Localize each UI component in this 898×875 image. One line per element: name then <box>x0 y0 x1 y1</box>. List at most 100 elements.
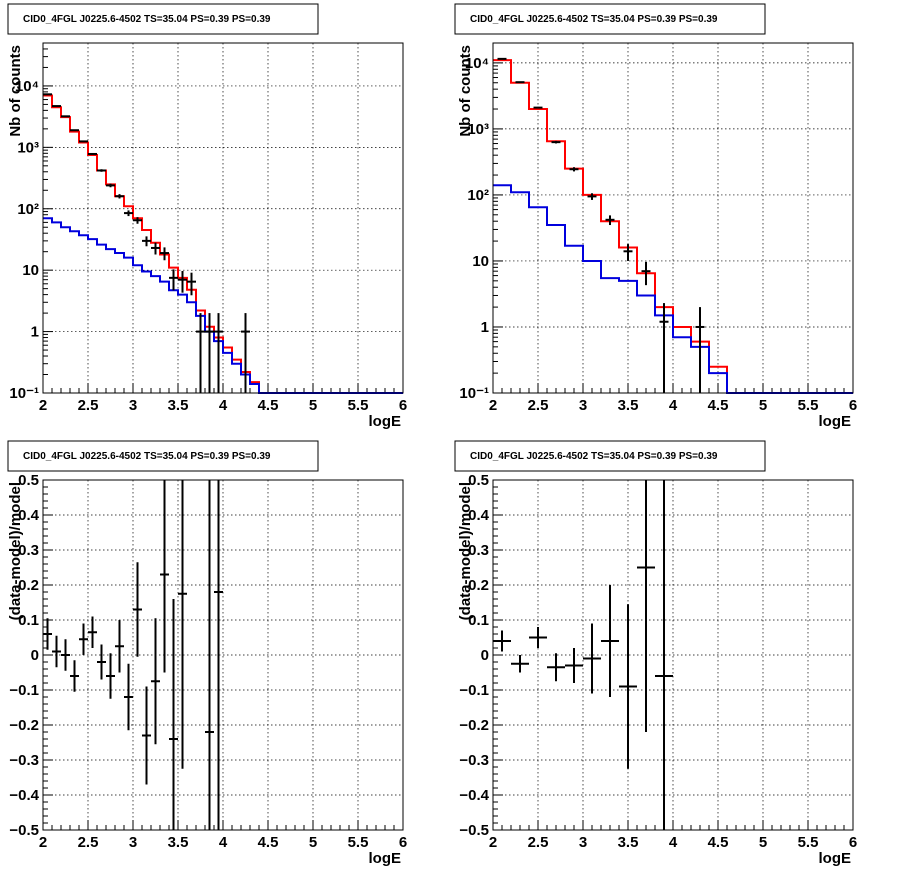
y-tick-label: −0.4 <box>9 787 39 804</box>
data-point <box>659 303 669 393</box>
y-tick-label: 0.1 <box>468 612 489 629</box>
x-tick-label: 2.5 <box>78 397 99 414</box>
y-tick-label: 0.3 <box>18 542 39 559</box>
data-point <box>115 620 124 673</box>
data-point <box>151 242 160 255</box>
data-point <box>133 217 142 224</box>
data-point <box>655 480 673 830</box>
data-point <box>205 313 214 393</box>
plot-frame <box>42 42 404 394</box>
x-tick-label: 5.5 <box>348 834 369 851</box>
y-tick-label: 0.4 <box>18 507 40 524</box>
y-axis-label: (data-model)/model <box>7 482 24 620</box>
plot-frame <box>492 42 854 394</box>
x-tick-label: 3 <box>579 397 587 414</box>
data-point <box>142 236 151 247</box>
y-axis-label: (data-model)/model <box>457 482 474 620</box>
data-point <box>124 663 133 731</box>
data-point <box>52 635 61 668</box>
data-point <box>43 618 52 650</box>
panel-spectrum-left: 2 2.5 3 3.5 4 4.5 5 5.5 6 10⁻¹ 1 10 10² 10³ 10⁴ logE Nb … <box>7 3 407 430</box>
data-point <box>637 480 655 732</box>
y-tick-label: −0.3 <box>9 752 39 769</box>
y-tick-label: 10⁴ <box>15 78 39 95</box>
x-tick-label: 4 <box>219 397 228 414</box>
x-tick-label: 3 <box>129 397 137 414</box>
x-tick-label: 2.5 <box>528 834 549 851</box>
x-tick-label: 4.5 <box>708 397 729 414</box>
x-tick-label: 3.5 <box>618 834 639 851</box>
data-point <box>695 307 705 393</box>
y-tick-label: −0.1 <box>459 682 489 699</box>
title-frame <box>7 3 319 35</box>
y-tick-label: −0.2 <box>459 717 489 734</box>
x-axis-label: logE <box>819 850 852 867</box>
y-tick-label: 10 <box>22 262 39 279</box>
title-frame <box>454 3 766 35</box>
x-tick-label: 3 <box>579 834 587 851</box>
x-tick-label: 4.5 <box>258 834 279 851</box>
data-point <box>178 270 187 293</box>
x-tick-label: 3.5 <box>618 397 639 414</box>
y-tick-label: 0 <box>31 647 39 664</box>
title-frame <box>7 440 319 472</box>
chart-title: CID0_4FGL J0225.6-4502 TS=35.04 PS=0.39 … <box>470 451 718 462</box>
data-point <box>533 106 543 109</box>
data-point <box>178 480 187 769</box>
data-point <box>88 616 97 648</box>
data-point <box>205 480 214 830</box>
x-axis-label: logE <box>369 413 402 430</box>
data-point <box>583 623 601 694</box>
y-tick-label: 0.5 <box>468 472 489 489</box>
data-point <box>169 269 178 291</box>
y-tick-label: 0 <box>481 647 489 664</box>
y-tick-label: 0.2 <box>18 577 39 594</box>
data-point <box>619 604 637 769</box>
data-point <box>43 93 52 96</box>
x-tick-label: 3.5 <box>168 834 189 851</box>
data-point <box>605 215 615 226</box>
data-point <box>641 261 651 286</box>
y-tick-label: 10⁻¹ <box>9 385 39 402</box>
data-point <box>79 140 88 143</box>
x-tick-label: 2 <box>39 834 47 851</box>
x-tick-label: 2.5 <box>528 397 549 414</box>
title-box: CID0_4FGL J0225.6-4502 TS=35.04 PS=0.39 … <box>454 3 766 35</box>
y-tick-label: 10² <box>467 187 489 204</box>
y-tick-label: 10⁴ <box>465 55 489 72</box>
data-point <box>601 585 619 697</box>
data-point <box>565 648 583 683</box>
data-point <box>79 623 88 655</box>
data-point <box>214 313 223 393</box>
title-box: CID0_4FGL J0225.6-4502 TS=35.04 PS=0.39 … <box>7 440 319 472</box>
y-tick-label: −0.5 <box>459 822 489 839</box>
y-axis-label: Nb of counts <box>457 45 474 137</box>
data-point <box>160 480 169 673</box>
y-tick-label: 0.4 <box>468 507 490 524</box>
x-tick-label: 4.5 <box>708 834 729 851</box>
x-tick-label: 4.5 <box>258 397 279 414</box>
title-box: CID0_4FGL J0225.6-4502 TS=35.04 PS=0.39 … <box>7 3 319 35</box>
data-point <box>160 247 169 261</box>
data-point <box>241 313 250 393</box>
y-tick-label: −0.2 <box>9 717 39 734</box>
data-point <box>547 653 565 682</box>
x-tick-label: 6 <box>399 397 407 414</box>
y-tick-label: 0.3 <box>468 542 489 559</box>
y-tick-label: 0.2 <box>468 577 489 594</box>
x-tick-label: 5 <box>309 834 317 851</box>
data-point <box>511 655 529 673</box>
x-tick-label: 5.5 <box>798 834 819 851</box>
x-tick-label: 5 <box>309 397 317 414</box>
x-tick-label: 2 <box>489 397 497 414</box>
title-box: CID0_4FGL J0225.6-4502 TS=35.04 PS=0.39 … <box>454 440 766 472</box>
data-point <box>529 627 547 648</box>
data-point <box>623 244 633 261</box>
y-tick-label: 10² <box>17 201 39 218</box>
data-point <box>70 129 79 132</box>
data-point <box>497 57 507 60</box>
x-tick-label: 6 <box>849 397 857 414</box>
panel-spectrum-right: 2 2.5 3 3.5 4 4.5 5 5.5 6 10⁻¹ 1 10 10² 10³ 10⁴ logE Nb … <box>454 3 857 430</box>
y-tick-label: −0.1 <box>9 682 39 699</box>
y-tick-label: 1 <box>31 324 39 341</box>
